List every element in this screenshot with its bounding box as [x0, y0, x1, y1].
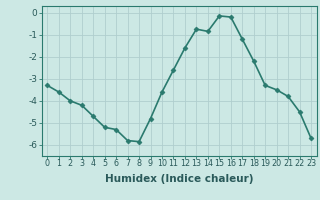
X-axis label: Humidex (Indice chaleur): Humidex (Indice chaleur): [105, 174, 253, 184]
